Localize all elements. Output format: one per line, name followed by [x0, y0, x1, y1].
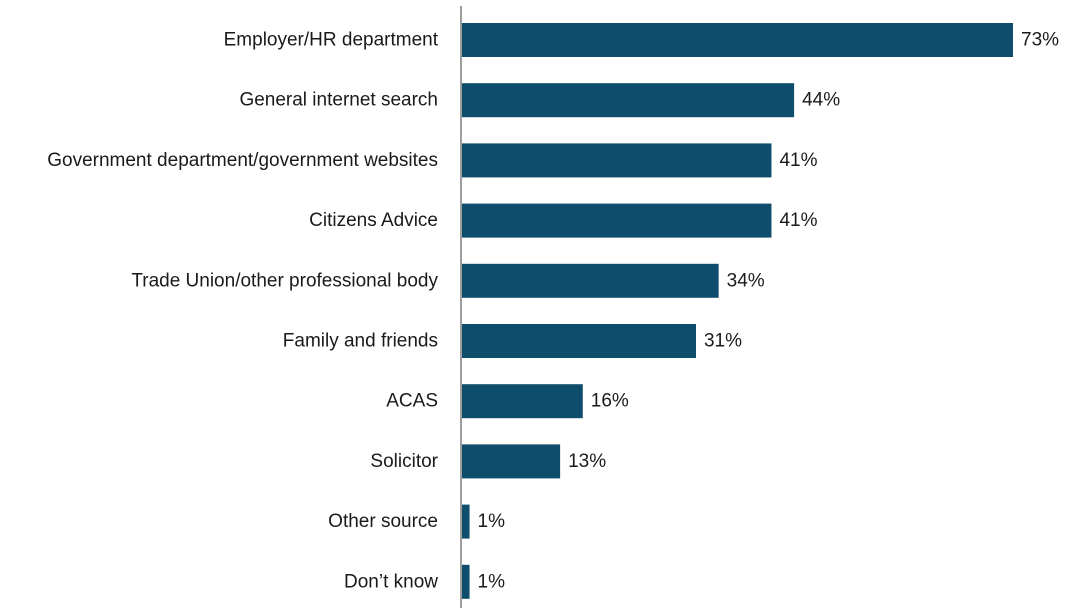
- bars-group: [462, 23, 1013, 599]
- category-label: Trade Union/other professional body: [131, 270, 438, 291]
- bar: [462, 324, 696, 358]
- bar: [462, 444, 561, 479]
- value-label: 16%: [591, 391, 629, 412]
- category-label: Family and friends: [283, 331, 438, 352]
- category-labels-group: Employer/HR department General internet s…: [47, 30, 438, 593]
- bar: [462, 564, 470, 599]
- value-label: 41%: [779, 150, 817, 171]
- value-label: 34%: [727, 270, 765, 291]
- value-label: 1%: [478, 511, 506, 532]
- bar: [462, 23, 1013, 57]
- category-label: Don’t know: [344, 571, 438, 592]
- bar: [462, 83, 795, 118]
- category-label: Solicitor: [370, 451, 438, 472]
- category-label: Citizens Advice: [309, 210, 438, 231]
- category-label: ACAS: [386, 391, 438, 412]
- category-label: Other source: [328, 511, 438, 532]
- value-label: 73%: [1021, 30, 1059, 51]
- bar: [462, 203, 772, 238]
- category-label: Government department/government website…: [47, 150, 438, 171]
- bar: [462, 504, 470, 539]
- value-label: 1%: [478, 571, 506, 592]
- category-label: General internet search: [239, 90, 438, 111]
- value-label: 44%: [802, 90, 840, 111]
- bar: [462, 143, 772, 178]
- value-label: 41%: [779, 210, 817, 231]
- category-label: Employer/HR department: [224, 30, 439, 51]
- bar: [462, 263, 719, 298]
- value-labels-group: 73% 44% 41% 41% 34% 31% 16% 13% 1% 1%: [478, 30, 1060, 593]
- value-label: 31%: [704, 331, 742, 352]
- bar: [462, 384, 583, 419]
- value-label: 13%: [568, 451, 606, 472]
